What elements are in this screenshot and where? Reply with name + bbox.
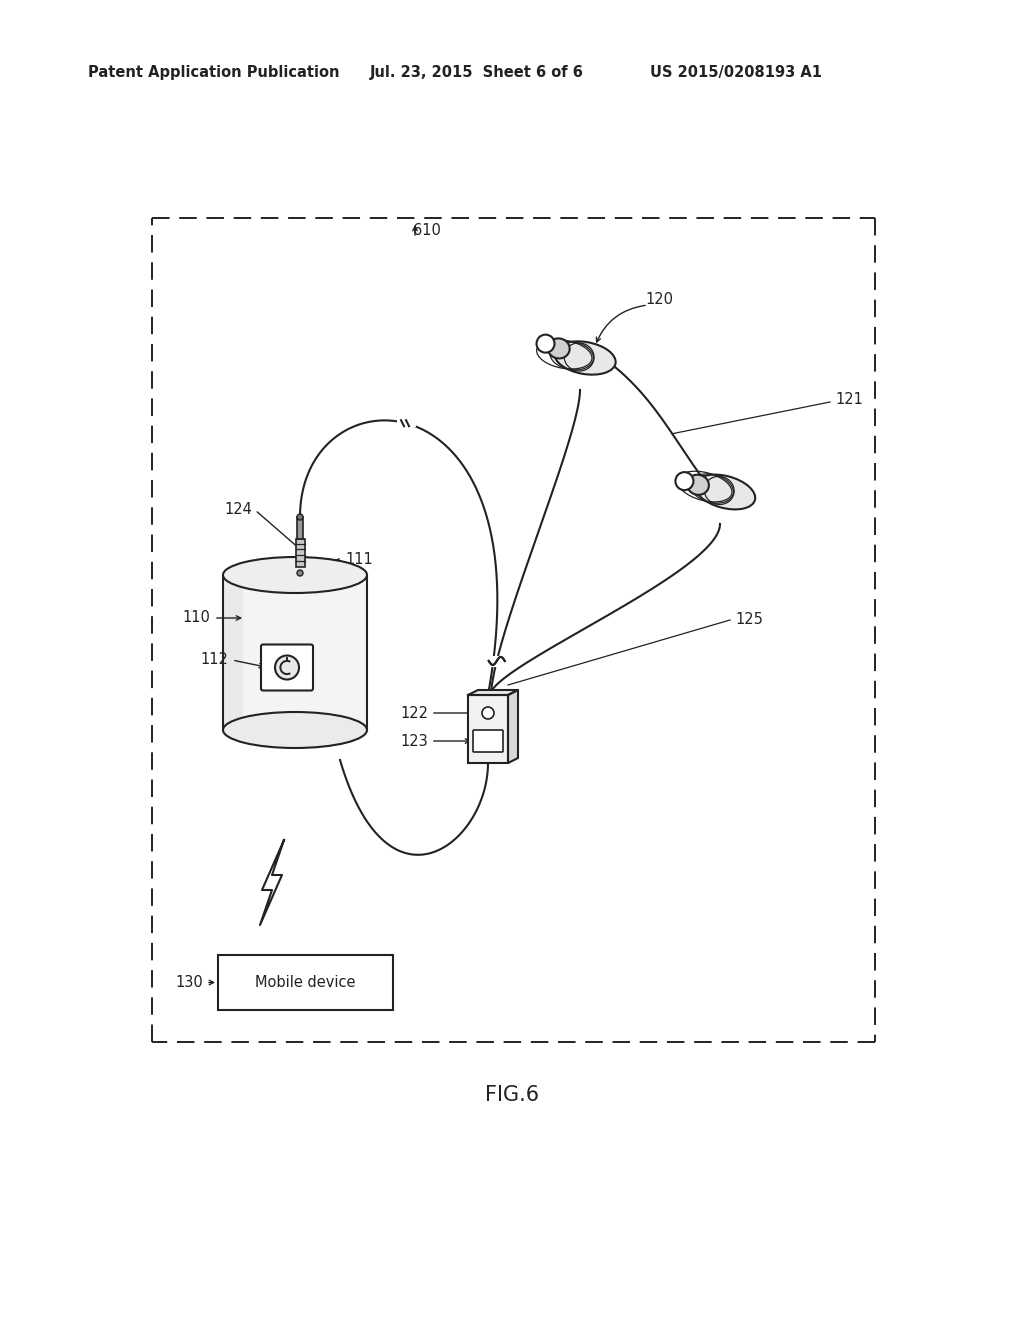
Text: Jul. 23, 2015  Sheet 6 of 6: Jul. 23, 2015 Sheet 6 of 6 — [370, 66, 584, 81]
Ellipse shape — [548, 338, 569, 359]
Circle shape — [297, 570, 303, 576]
Ellipse shape — [687, 475, 709, 495]
Text: 124: 124 — [224, 503, 252, 517]
Ellipse shape — [554, 342, 615, 375]
Text: 130: 130 — [175, 975, 203, 990]
Circle shape — [537, 335, 555, 352]
Polygon shape — [468, 690, 518, 696]
Bar — [223, 576, 243, 730]
Text: 112: 112 — [200, 652, 228, 668]
Text: Mobile device: Mobile device — [255, 975, 355, 990]
Circle shape — [297, 513, 303, 520]
Text: Patent Application Publication: Patent Application Publication — [88, 66, 340, 81]
Polygon shape — [508, 690, 518, 763]
Circle shape — [275, 656, 299, 680]
Bar — [297, 517, 303, 539]
Text: 111: 111 — [345, 553, 373, 568]
FancyBboxPatch shape — [261, 644, 313, 690]
Text: 120: 120 — [645, 293, 673, 308]
Text: 123: 123 — [400, 734, 428, 748]
Bar — [468, 696, 508, 763]
Text: 121: 121 — [835, 392, 863, 408]
Text: 122: 122 — [400, 705, 428, 721]
Ellipse shape — [223, 711, 367, 748]
Text: 110: 110 — [182, 610, 210, 626]
Ellipse shape — [223, 557, 367, 593]
Text: 125: 125 — [735, 612, 763, 627]
Text: 610: 610 — [413, 223, 441, 238]
Ellipse shape — [694, 475, 756, 510]
Text: US 2015/0208193 A1: US 2015/0208193 A1 — [650, 66, 822, 81]
Bar — [223, 576, 367, 730]
FancyBboxPatch shape — [473, 730, 503, 752]
Bar — [296, 539, 304, 568]
Bar — [218, 954, 393, 1010]
Circle shape — [676, 473, 693, 490]
Text: FIG.6: FIG.6 — [485, 1085, 539, 1105]
Circle shape — [482, 708, 494, 719]
